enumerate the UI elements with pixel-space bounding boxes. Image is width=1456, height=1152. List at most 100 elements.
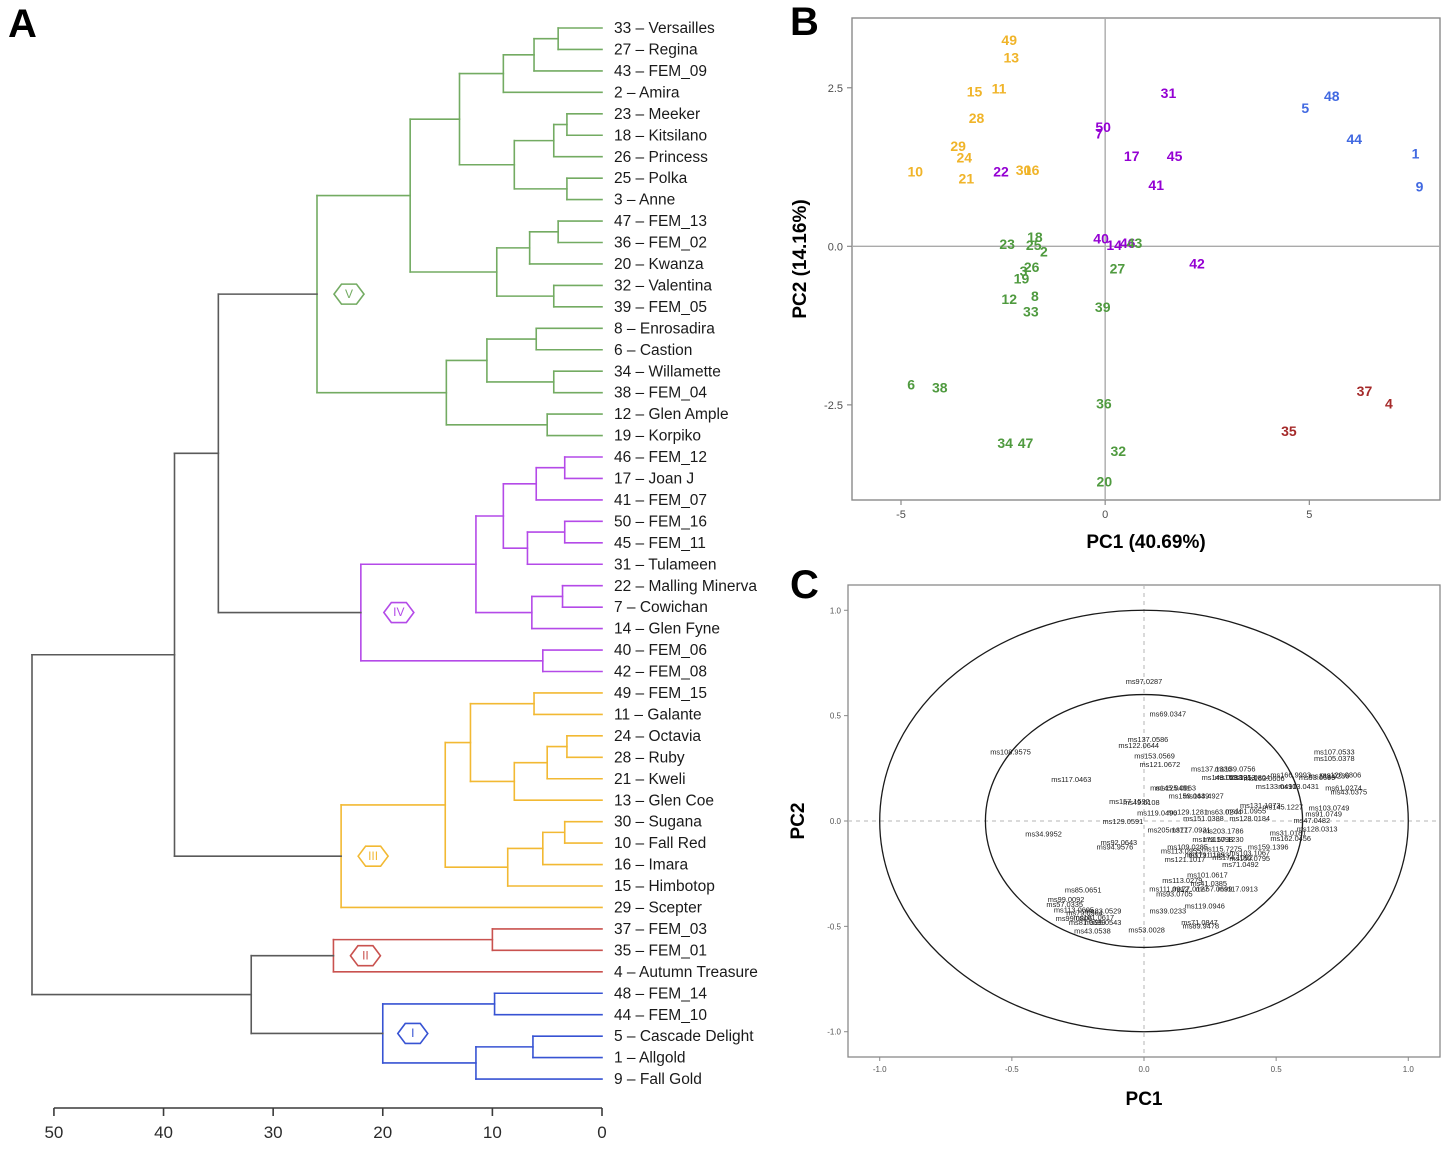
loading-label: ms83.0529 xyxy=(1085,907,1122,916)
pca-score-point: 2 xyxy=(1040,243,1048,259)
dendrogram-leaf-label: 8 – Enrosadira xyxy=(614,320,715,337)
pca-score-point: 18 xyxy=(1027,229,1043,245)
pca-score-point: 35 xyxy=(1281,423,1297,439)
svg-text:IV: IV xyxy=(393,605,404,619)
pca-score-point: 15 xyxy=(967,84,983,100)
loading-label: ms129.1281 xyxy=(1167,808,1208,817)
loading-label: ms89.9478 xyxy=(1183,921,1220,930)
loading-label: ms119.0946 xyxy=(1185,901,1225,910)
loading-label: ms145.0491 xyxy=(1150,783,1191,792)
loading-label: ms34.9952 xyxy=(1025,830,1062,839)
loading-label: ms119.0490 xyxy=(1137,809,1177,818)
loading-label: ms117.0913 xyxy=(1218,884,1258,893)
pca-score-point: 44 xyxy=(1346,131,1362,147)
loading-label: ms161.0955 xyxy=(1225,806,1266,815)
pca-x-tick: 0 xyxy=(1102,509,1108,521)
pca-score-point: 21 xyxy=(959,170,975,186)
pca-score-point: 31 xyxy=(1161,85,1177,101)
pca-score-point: 30 xyxy=(1016,162,1032,178)
panel-c: C -1.0 -0.5 0.0 0.5 1.0 -1.0 -0.5 0.0 0.5 1.0 ms97… xyxy=(780,565,1456,1152)
pca-score-point: 17 xyxy=(1124,148,1140,164)
loading-label: ms145.1227 xyxy=(1262,802,1303,811)
pca-score-point: 32 xyxy=(1110,443,1126,459)
dendrogram-leaf-label: 5 – Cascade Delight xyxy=(614,1028,754,1045)
pca-score-point: 28 xyxy=(969,110,985,126)
dendrogram-leaf-label: 30 – Sugana xyxy=(614,814,702,831)
loading-label: ms99.0806 xyxy=(1056,914,1093,923)
pca-score-point: 41 xyxy=(1148,177,1164,193)
dendrogram-leaf-label: 3 – Anne xyxy=(614,192,675,209)
dendrogram-leaf-label: 31 – Tulameen xyxy=(614,556,717,573)
pca-score-point: 42 xyxy=(1189,255,1205,271)
pca-score-point: 27 xyxy=(1110,260,1126,276)
dendrogram-leaf-label: 21 – Kweli xyxy=(614,771,686,788)
loading-label: ms103.1067 xyxy=(1229,849,1270,858)
loading-label: ms173.1098 xyxy=(1192,835,1233,844)
dendrogram-leaf-label: 38 – FEM_04 xyxy=(614,385,707,402)
pca-score-point: 10 xyxy=(908,163,924,179)
dendrogram-leaf-label: 15 – Himbotop xyxy=(614,878,715,895)
loading-label: ms103.0431 xyxy=(1278,782,1319,791)
loading-label: ms177.0931 xyxy=(1170,825,1211,834)
dendrogram-axis-tick: 40 xyxy=(154,1123,173,1142)
pca-score-point: 5 xyxy=(1301,100,1309,116)
loading-label: ms174.1092 xyxy=(1212,853,1253,862)
loading-label: ms43.0375 xyxy=(1331,788,1368,797)
loading-label: ms128.0313 xyxy=(1297,824,1338,833)
loading-label: ms153.0569 xyxy=(1134,752,1175,761)
loadings-x-tick: 1.0 xyxy=(1403,1065,1415,1074)
dendrogram-leaf-label: 24 – Octavia xyxy=(614,728,701,745)
pca-score-point: 50 xyxy=(1095,119,1111,135)
loading-label: ms69.0347 xyxy=(1149,710,1186,719)
loading-label: ms157.1230 xyxy=(1203,835,1244,844)
dendrogram-leaf-label: 47 – FEM_13 xyxy=(614,213,707,230)
loading-label: ms162.0456 xyxy=(1270,834,1311,843)
loading-label: ms103.0749 xyxy=(1309,803,1350,812)
loading-label: ms43.0538 xyxy=(1074,927,1111,936)
loading-label: ms108.9575 xyxy=(990,747,1031,756)
loading-label: ms79.0564 xyxy=(1066,909,1103,918)
dendrogram-leaf-label: 4 – Autumn Treasure xyxy=(614,964,758,981)
pca-score-point: 4 xyxy=(1385,396,1393,412)
pca-score-point: 34 xyxy=(997,435,1013,451)
loading-label: ms142.0236 xyxy=(1309,772,1350,781)
dendrogram-leaf-label: 6 – Castion xyxy=(614,342,692,359)
loading-label: ms41.0385 xyxy=(1190,879,1227,888)
loading-label: ms91.0749 xyxy=(1305,810,1342,819)
dendrogram-leaf-label: 23 – Meeker xyxy=(614,106,700,123)
svg-text:V: V xyxy=(345,287,353,301)
pca-score-point: 37 xyxy=(1357,383,1373,399)
pca-score-point: 46 xyxy=(1120,235,1136,251)
dendrogram-leaf-label: 44 – FEM_10 xyxy=(614,1007,707,1024)
pca-score-point: 24 xyxy=(957,149,973,165)
loading-label: ms150.0795 xyxy=(1229,854,1270,863)
dendrogram-leaf-label: 14 – Glen Fyne xyxy=(614,621,720,638)
loading-label: ms61.0274 xyxy=(1325,783,1362,792)
pca-score-point: 7 xyxy=(1095,125,1103,141)
pca-loadings-plot: -1.0 -0.5 0.0 0.5 1.0 -1.0 -0.5 0.0 0.5 1.0 ms97.0… xyxy=(788,584,1441,1110)
pca-score-point: 9 xyxy=(1416,179,1424,195)
pca-score-point: 47 xyxy=(1018,435,1034,451)
loading-label: ms149.0233 xyxy=(1202,773,1243,782)
loading-label: ms57.0699 xyxy=(1196,884,1233,893)
panel-a: A V IV III II I 33 – Versailles 27 – Regina 43 … xyxy=(8,4,758,1142)
loading-label: ms77.0127 xyxy=(1172,884,1209,893)
loading-label: ms203.1786 xyxy=(1203,826,1244,835)
loading-label: ms39.0233 xyxy=(1149,907,1186,916)
loadings-x-tick: 0.0 xyxy=(1138,1065,1150,1074)
pca-score-point: 3 xyxy=(1020,263,1028,279)
dendrogram-leaf-label: 25 – Polka xyxy=(614,170,688,187)
pca-score-point: 11 xyxy=(992,80,1007,96)
pca-score-point: 16 xyxy=(1024,162,1040,178)
loading-label: ms159.0449 xyxy=(1169,792,1210,801)
pca-score-point: 49 xyxy=(1001,32,1017,48)
loading-label: ms93.0705 xyxy=(1156,890,1193,899)
loading-label: ms131.1073 xyxy=(1240,801,1281,810)
dendrogram-leaf-label: 26 – Princess xyxy=(614,149,708,166)
loading-label: ms113.0605 xyxy=(1054,906,1094,915)
dendrogram-leaf-label: 50 – FEM_16 xyxy=(614,513,707,530)
pca-score-point: 29 xyxy=(950,138,966,154)
pca-score-point: 43 xyxy=(1127,235,1143,251)
dendrogram-leaf-label: 49 – FEM_15 xyxy=(614,685,707,702)
